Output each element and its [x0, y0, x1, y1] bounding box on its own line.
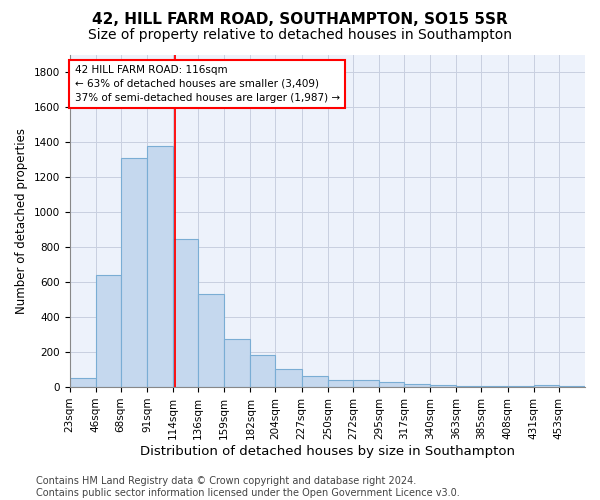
Bar [379, 382, 404, 387]
Text: 42, HILL FARM ROAD, SOUTHAMPTON, SO15 5SR: 42, HILL FARM ROAD, SOUTHAMPTON, SO15 5S… [92, 12, 508, 28]
Bar [173, 240, 198, 387]
Bar [404, 384, 430, 387]
Bar [481, 386, 508, 387]
Text: Size of property relative to detached houses in Southampton: Size of property relative to detached ho… [88, 28, 512, 42]
Bar [250, 355, 275, 387]
Bar [457, 386, 481, 387]
Bar [559, 386, 585, 387]
Bar [95, 275, 121, 387]
Bar [224, 339, 250, 387]
Bar [121, 158, 147, 387]
Bar [275, 368, 302, 387]
Bar [70, 378, 95, 387]
Bar [302, 376, 328, 387]
Bar [430, 386, 457, 387]
Bar [147, 146, 173, 387]
Y-axis label: Number of detached properties: Number of detached properties [15, 128, 28, 314]
Bar [353, 380, 379, 387]
Bar [328, 380, 353, 387]
Bar [198, 294, 224, 387]
Text: 42 HILL FARM ROAD: 116sqm
← 63% of detached houses are smaller (3,409)
37% of se: 42 HILL FARM ROAD: 116sqm ← 63% of detac… [74, 65, 340, 103]
Bar [534, 386, 559, 387]
Bar [508, 386, 534, 387]
X-axis label: Distribution of detached houses by size in Southampton: Distribution of detached houses by size … [140, 444, 515, 458]
Text: Contains HM Land Registry data © Crown copyright and database right 2024.
Contai: Contains HM Land Registry data © Crown c… [36, 476, 460, 498]
